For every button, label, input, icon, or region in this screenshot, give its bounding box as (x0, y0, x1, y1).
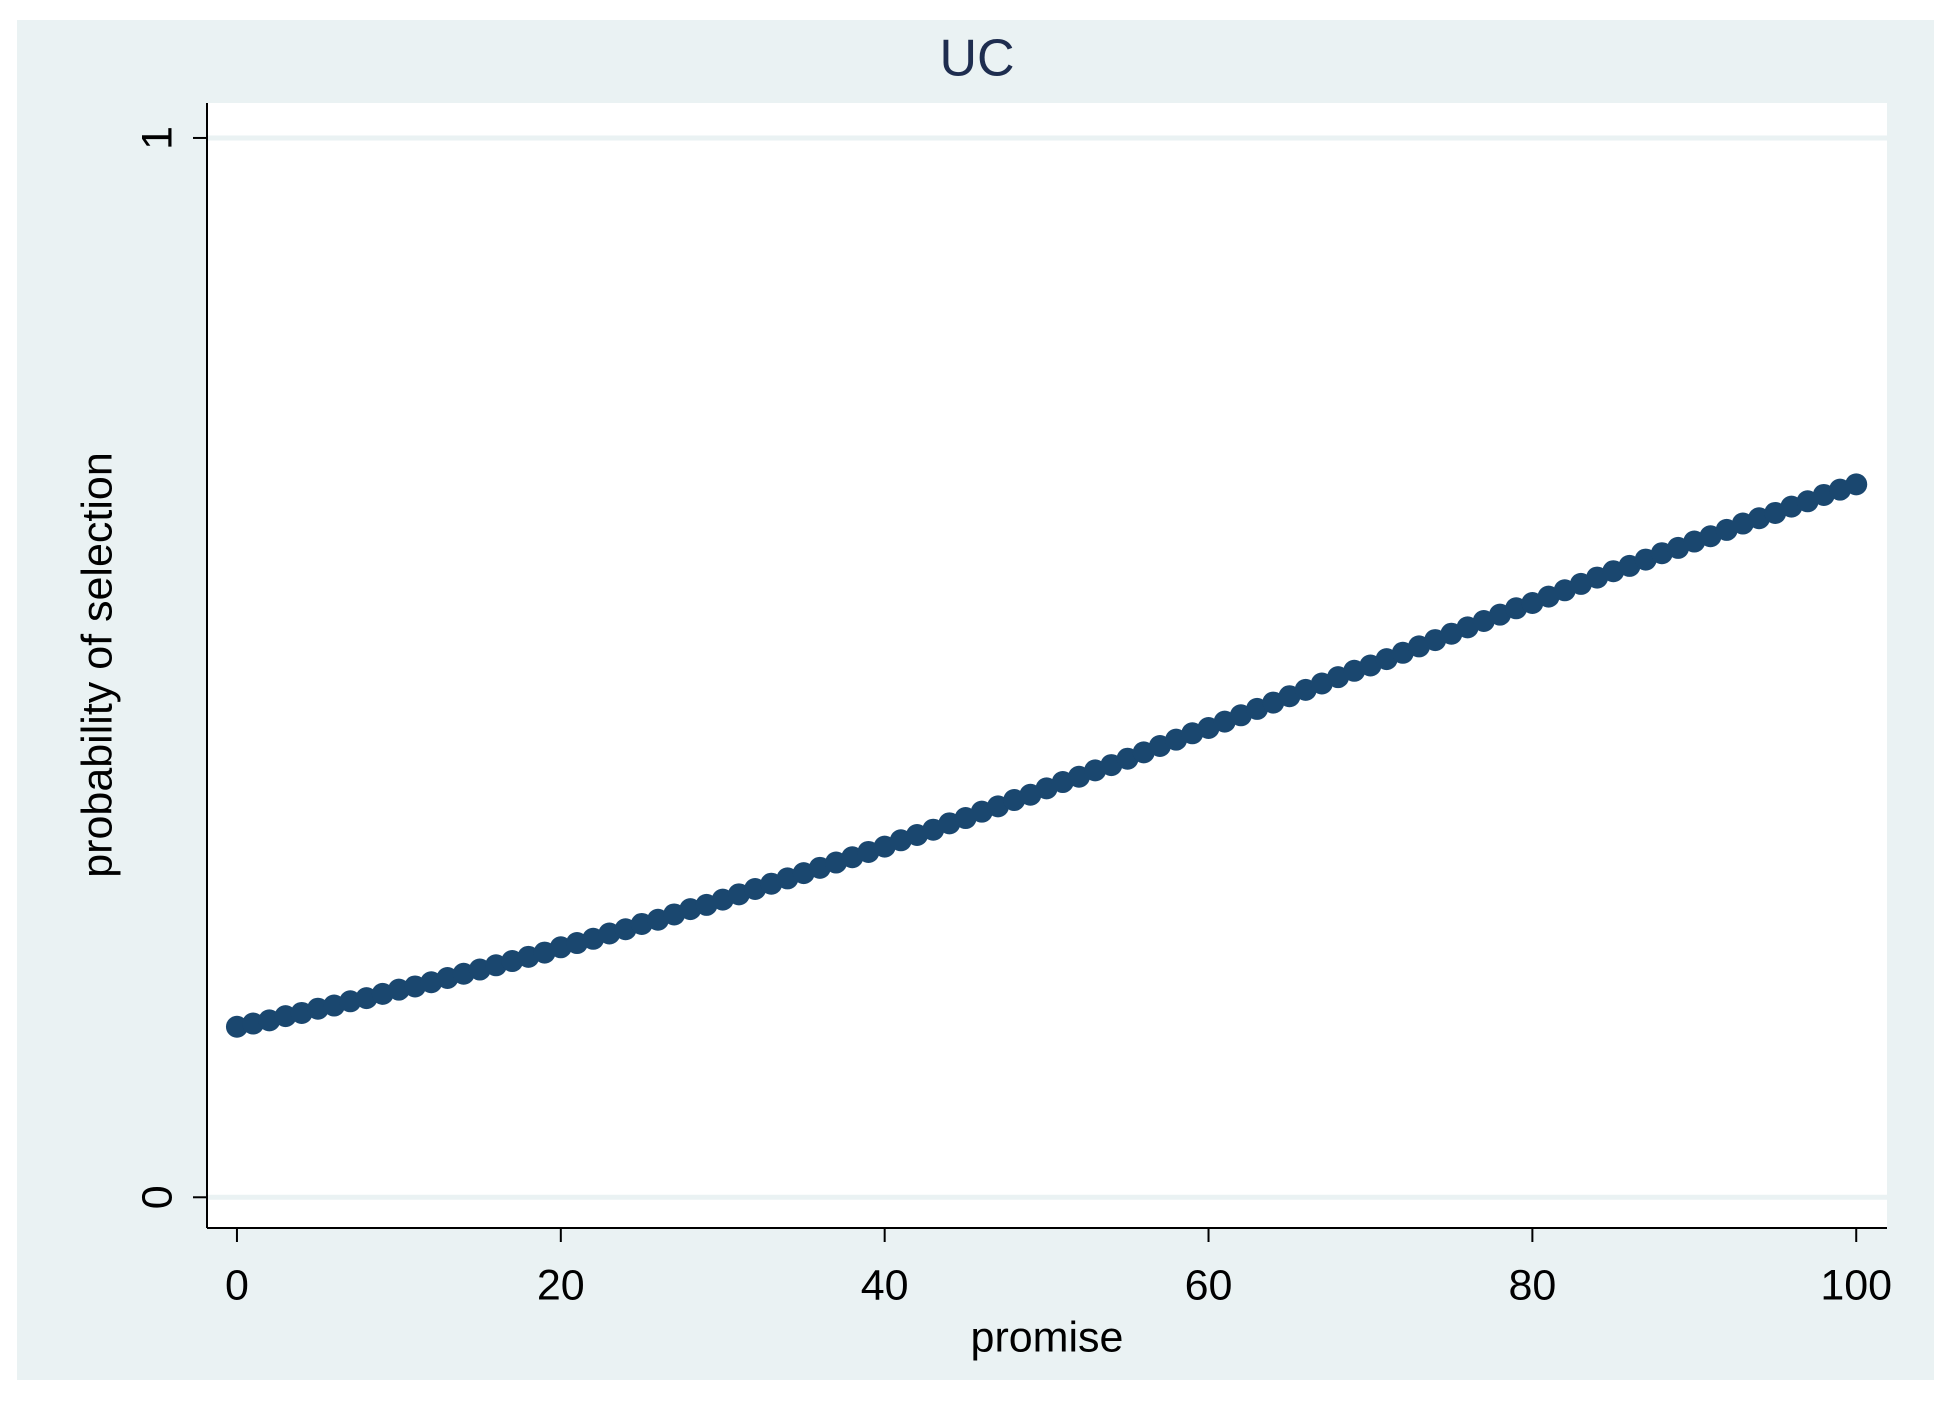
chart-title: UC (939, 30, 1014, 88)
y-tick-label: 1 (133, 126, 181, 150)
plot-area (207, 103, 1887, 1228)
x-tick-label: 80 (1508, 1261, 1556, 1309)
x-tick-label: 100 (1820, 1261, 1892, 1309)
y-tick-label: 0 (133, 1185, 181, 1209)
x-tick-label: 20 (537, 1261, 585, 1309)
x-tick-label: 0 (225, 1261, 249, 1309)
x-tick-label: 60 (1185, 1261, 1233, 1309)
x-axis-label: promise (971, 1313, 1124, 1361)
point (1845, 473, 1868, 496)
x-tick-label: 40 (861, 1261, 909, 1309)
y-axis-label: probability of selection (73, 452, 121, 877)
